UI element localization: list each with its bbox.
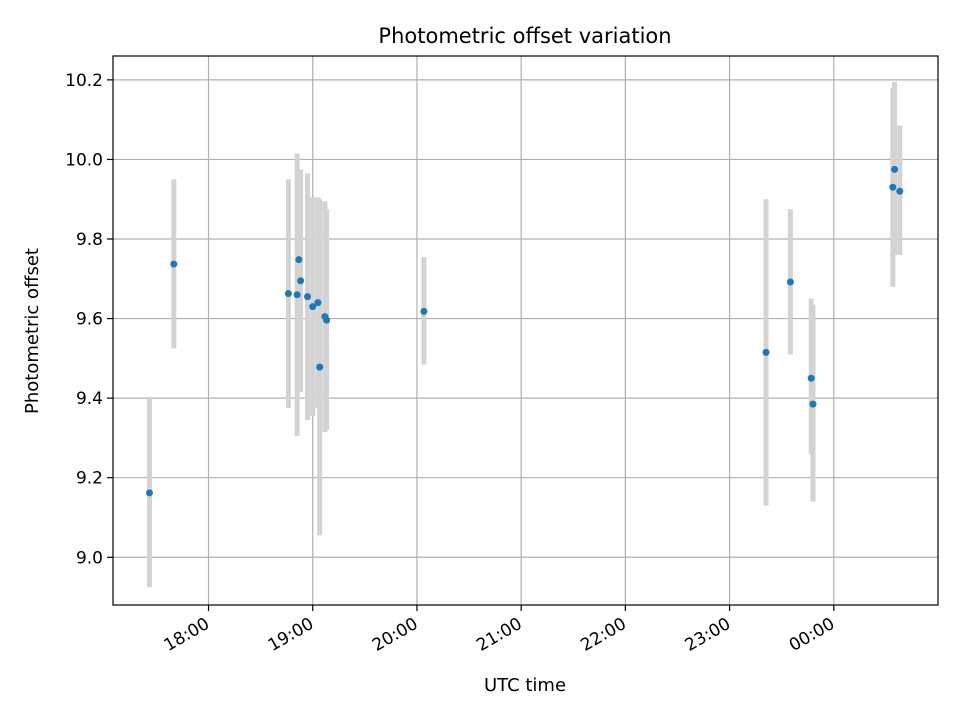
data-point bbox=[809, 400, 817, 408]
data-point bbox=[293, 291, 301, 299]
data-point bbox=[145, 489, 153, 497]
grid bbox=[113, 56, 938, 605]
data-point bbox=[170, 260, 178, 268]
data-point bbox=[284, 290, 292, 298]
y-tick-label: 9.0 bbox=[76, 548, 103, 568]
data-points bbox=[145, 165, 904, 497]
chart-title: Photometric offset variation bbox=[378, 24, 671, 48]
data-point bbox=[323, 316, 331, 324]
data-point bbox=[889, 183, 897, 191]
data-point bbox=[295, 256, 303, 264]
data-point bbox=[297, 277, 305, 285]
data-point bbox=[309, 303, 317, 311]
y-axis-label: Photometric offset bbox=[22, 248, 43, 414]
x-axis-label: UTC time bbox=[484, 675, 566, 696]
data-point bbox=[314, 299, 322, 307]
data-point bbox=[896, 187, 904, 195]
data-point bbox=[304, 293, 312, 301]
data-point bbox=[316, 363, 324, 371]
y-tick-label: 9.6 bbox=[76, 310, 103, 330]
plot-frame bbox=[112, 55, 939, 606]
y-tick-label: 10.0 bbox=[65, 150, 103, 170]
data-point bbox=[807, 374, 815, 382]
y-axis-ticks: 9.0 9.2 9.4 9.6 9.8 10.0 10.2 bbox=[65, 71, 113, 568]
y-tick-label: 10.2 bbox=[65, 71, 103, 91]
data-point bbox=[762, 348, 770, 356]
data-point bbox=[786, 278, 794, 286]
data-point bbox=[420, 307, 428, 315]
y-tick-label: 9.8 bbox=[76, 230, 103, 250]
y-tick-label: 9.2 bbox=[76, 469, 103, 489]
data-point bbox=[891, 165, 899, 173]
y-tick-label: 9.4 bbox=[76, 389, 103, 409]
